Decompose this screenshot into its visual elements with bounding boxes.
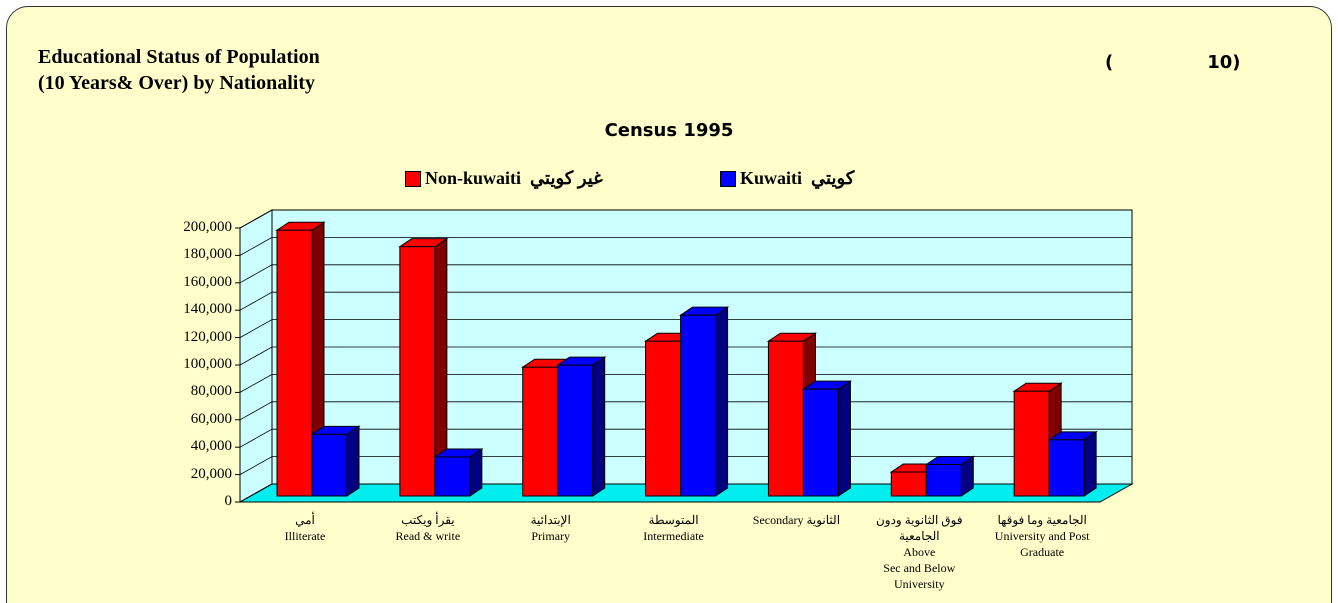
bar	[645, 340, 682, 497]
bar	[680, 314, 717, 497]
x-tick-label: Secondary الثانوية	[752, 513, 841, 527]
bar	[890, 471, 927, 497]
legend-entry: Non-kuwaiti غير كويتي	[405, 168, 603, 189]
y-tick-label: 80,000	[190, 383, 232, 400]
grid-line	[239, 209, 1132, 229]
legend-swatch	[720, 170, 736, 187]
bar	[767, 340, 804, 497]
legend-entry: Kuwaiti كويتي	[720, 168, 854, 189]
grid-line	[239, 346, 1132, 366]
grid-line	[239, 373, 1132, 393]
x-tick-label: فوق الثانوية ودون الجامعية Above Sec and…	[875, 513, 963, 591]
y-tick-label: 60,000	[190, 410, 232, 427]
legend-label: Kuwaiti كويتي	[740, 168, 855, 188]
y-tick-label: 0	[224, 493, 233, 509]
bar	[434, 456, 471, 497]
x-tick-label: الإبتدائية Primary	[530, 513, 571, 543]
y-tick-label: 200,000	[183, 219, 232, 235]
y-tick-label: 100,000	[183, 356, 232, 372]
bar	[399, 246, 436, 497]
x-tick-label: أمي Illiterate	[284, 513, 326, 543]
y-tick-label: 160,000	[183, 273, 232, 290]
x-tick-label: الجامعية وما فوقها University and Post G…	[994, 513, 1090, 559]
x-tick-label: يقرأ ويكتب Read & write	[395, 513, 461, 543]
y-tick-label: 20,000	[190, 465, 232, 482]
bar-side	[715, 306, 729, 497]
y-tick-label: 180,000	[183, 246, 232, 263]
chart-subtitle: Census 1995	[604, 120, 734, 141]
bar	[1048, 439, 1085, 497]
grid-line	[239, 319, 1132, 338]
bar	[276, 229, 313, 497]
legend-label: Non-kuwaiti غير كويتي	[425, 168, 603, 188]
y-tick-label: 120,000	[183, 328, 232, 345]
table-number: ( 10)	[1105, 52, 1241, 73]
bar-side	[346, 425, 360, 497]
grid-line	[239, 264, 1132, 284]
bar	[522, 366, 559, 497]
bar-side	[592, 356, 606, 497]
bar	[1013, 390, 1050, 497]
y-tick-label: 40,000	[190, 438, 232, 455]
y-tick-label: 140,000	[183, 301, 232, 318]
chart-title: Educational Status of Population (10 Yea…	[38, 46, 320, 94]
bar	[311, 433, 348, 497]
bar	[557, 364, 594, 497]
legend-swatch	[405, 170, 421, 187]
grid-line	[239, 291, 1132, 311]
x-tick-label: المتوسطة Intermediate	[643, 513, 704, 543]
bar-side	[837, 380, 851, 497]
bar	[802, 388, 839, 497]
bar-side	[1083, 430, 1097, 497]
grid-line	[239, 236, 1132, 256]
bar	[925, 463, 962, 497]
